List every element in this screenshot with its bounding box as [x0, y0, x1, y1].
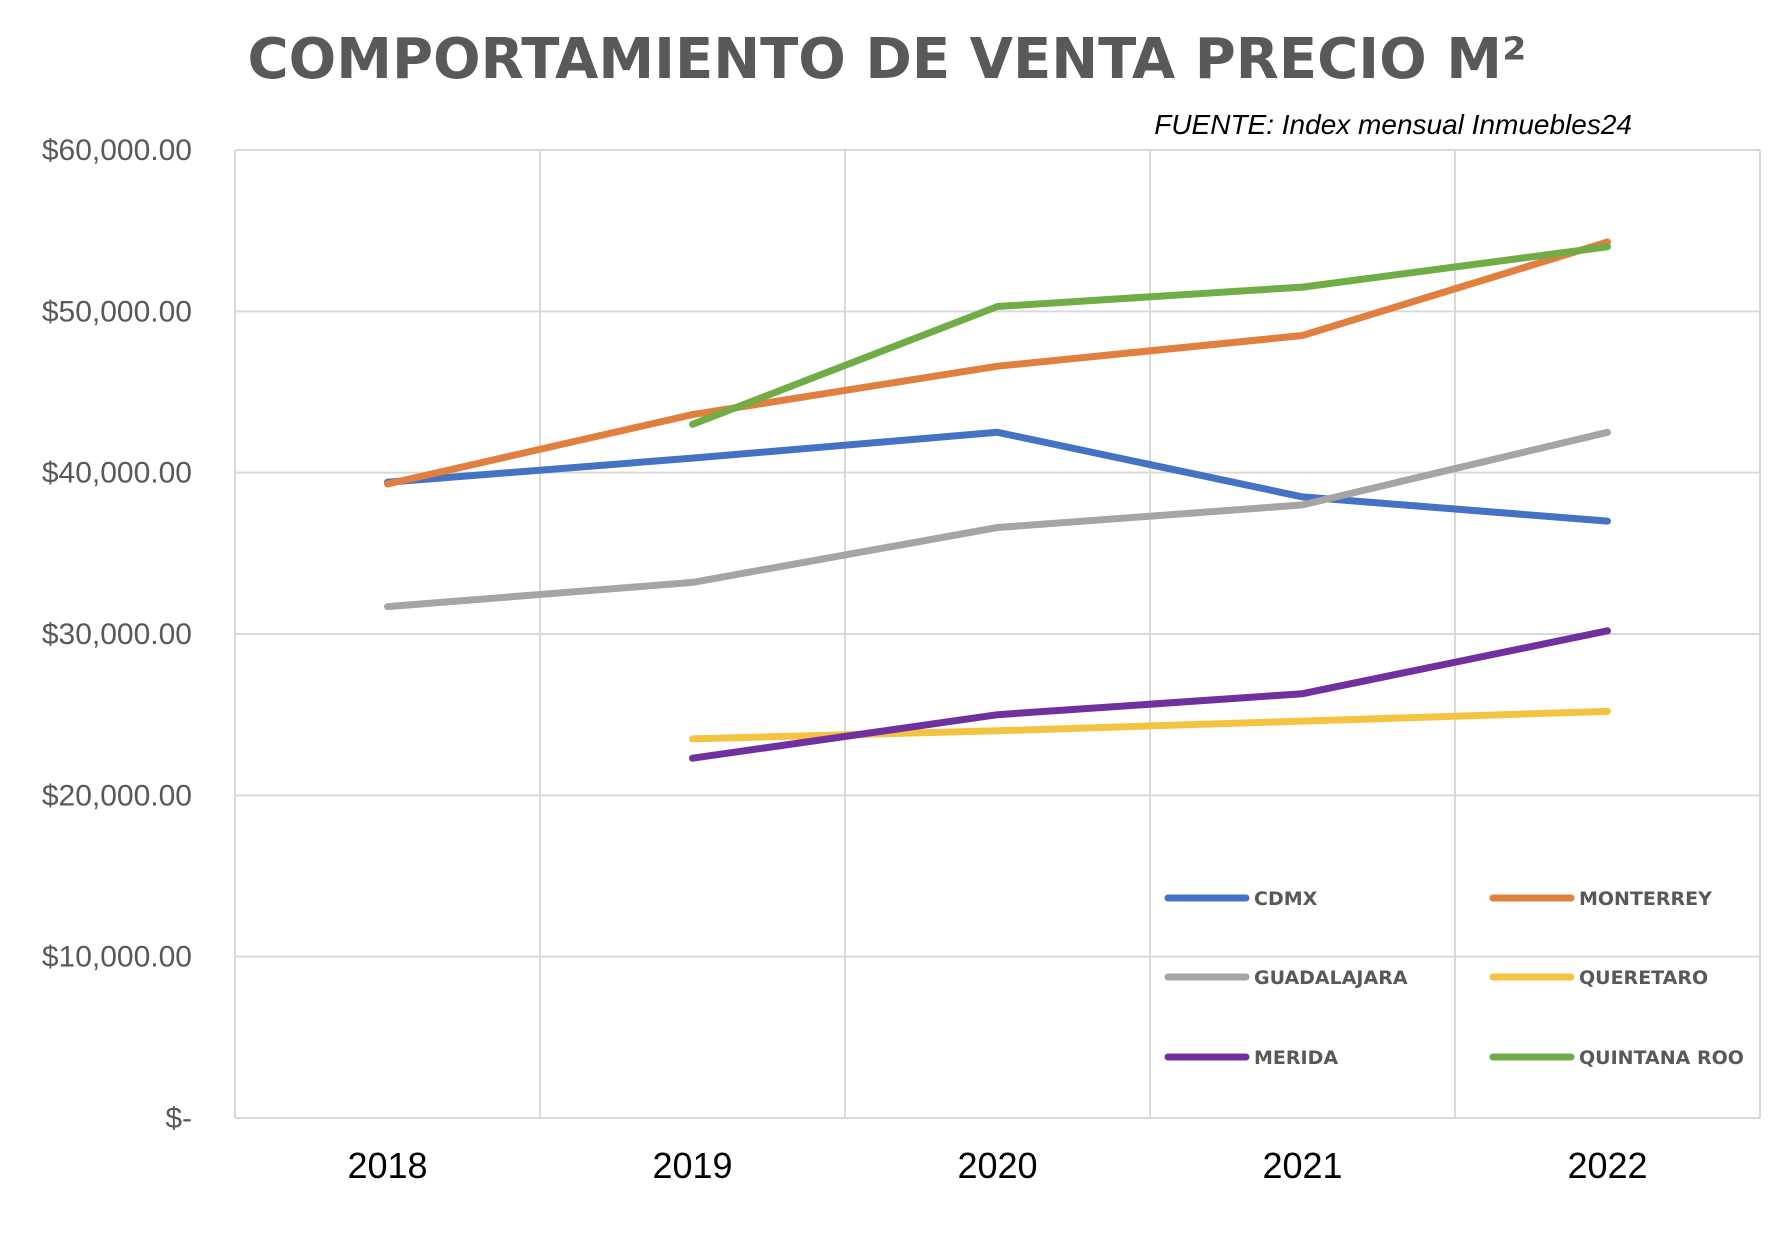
legend-label-merida: MERIDA [1254, 1047, 1338, 1069]
y-tick-label: $- [165, 1102, 192, 1135]
series-line-quintana-roo [689, 243, 1611, 428]
x-tick-label: 2022 [1567, 1145, 1647, 1186]
y-tick-label: $40,000.00 [42, 457, 192, 490]
legend: CDMX MONTERREY GUADALAJARA QUERETARO MERIDA Q… [1164, 888, 1744, 1069]
y-tick-label: $30,000.00 [42, 618, 192, 651]
x-tick-label: 2020 [957, 1145, 1037, 1186]
series-line-monterrey [384, 238, 1611, 488]
chart-title: COMPORTAMIENTO DE VENTA PRECIO M² [248, 27, 1527, 92]
legend-label-queretaro: QUERETARO [1579, 967, 1708, 989]
legend-label-guadalajara: GUADALAJARA [1254, 967, 1408, 989]
y-tick-label: $10,000.00 [42, 941, 192, 974]
legend-label-monterrey: MONTERREY [1579, 888, 1712, 910]
x-tick-label: 2019 [652, 1145, 732, 1186]
y-tick-label: $20,000.00 [42, 779, 192, 812]
series-lines [384, 238, 1611, 762]
x-tick-label: 2018 [347, 1145, 427, 1186]
legend-label-quintana-roo: QUINTANA ROO [1579, 1047, 1744, 1069]
series-line-merida [689, 627, 1611, 762]
series-line-guadalajara [384, 428, 1611, 611]
y-tick-label: $60,000.00 [42, 134, 192, 167]
x-tick-label: 2021 [1262, 1145, 1342, 1186]
axes: $- $10,000.00 $20,000.00 $30,000.00 $40,000.… [42, 134, 1648, 1186]
legend-label-cdmx: CDMX [1254, 888, 1318, 910]
gridlines [234, 149, 1761, 1119]
y-tick-label: $50,000.00 [42, 295, 192, 328]
chart-source-note: FUENTE: Index mensual Inmuebles24 [1154, 109, 1632, 140]
series-line-cdmx [384, 428, 1611, 525]
